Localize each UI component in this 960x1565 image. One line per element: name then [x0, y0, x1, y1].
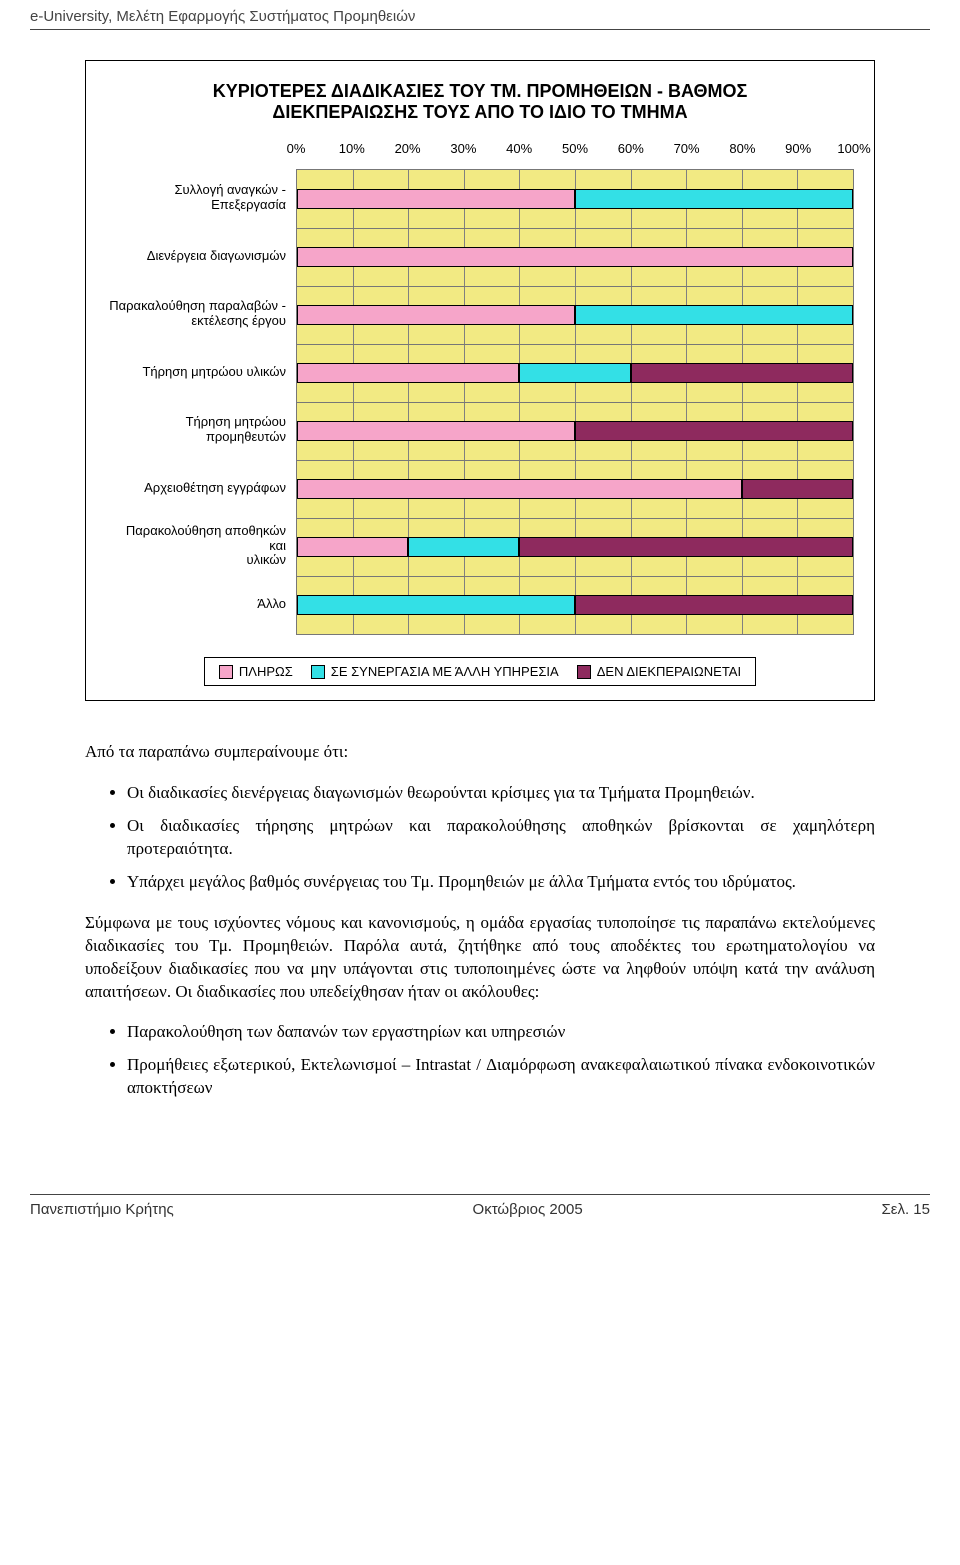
chart-xaxis: 0%10%20%30%40%50%60%70%80%90%100% — [296, 141, 854, 163]
legend-item: ΠΛΗΡΩΣ — [219, 664, 293, 679]
chart-bar-segment — [297, 479, 742, 498]
bullet-list-2: Παρακολούθηση των δαπανών των εργαστηρίω… — [85, 1021, 875, 1100]
xaxis-tick: 30% — [450, 141, 476, 156]
xaxis-tick: 90% — [785, 141, 811, 156]
xaxis-tick: 20% — [395, 141, 421, 156]
chart-bar-segment — [575, 189, 853, 208]
xaxis-tick: 80% — [729, 141, 755, 156]
xaxis-tick: 10% — [339, 141, 365, 156]
chart-bar-segment — [408, 537, 519, 556]
legend-label: ΔΕΝ ΔΙΕΚΠΕΡΑΙΩΝΕΤΑΙ — [597, 664, 741, 679]
chart-legend: ΠΛΗΡΩΣ ΣΕ ΣΥΝΕΡΓΑΣΙΑ ΜΕ ΆΛΛΗ ΥΠΗΡΕΣΙΑ ΔΕ… — [204, 657, 756, 686]
legend-item: ΣΕ ΣΥΝΕΡΓΑΣΙΑ ΜΕ ΆΛΛΗ ΥΠΗΡΕΣΙΑ — [311, 664, 559, 679]
chart-bar-segment — [575, 595, 853, 614]
list-item: Υπάρχει μεγάλος βαθμός συνέργειας του Τμ… — [127, 871, 875, 894]
footer-center: Οκτώβριος 2005 — [473, 1201, 583, 1218]
intro-paragraph: Από τα παραπάνω συμπεραίνουμε ότι: — [85, 741, 875, 764]
chart-bar-segment — [575, 305, 853, 324]
list-item: Προμήθειες εξωτερικού, Εκτελωνισμοί – In… — [127, 1054, 875, 1100]
body-paragraph: Σύμφωνα με τους ισχύοντες νόμους και καν… — [85, 912, 875, 1004]
chart-category-label: Αρχειοθέτηση εγγράφων — [106, 459, 296, 517]
footer-rule — [30, 1194, 930, 1195]
chart-bar-segment — [297, 595, 575, 614]
chart-bar-segment — [519, 363, 630, 382]
chart-category-label: Τήρηση μητρώου προμηθευτών — [106, 401, 296, 459]
legend-item: ΔΕΝ ΔΙΕΚΠΕΡΑΙΩΝΕΤΑΙ — [577, 664, 741, 679]
list-item: Οι διαδικασίες τήρησης μητρώων και παρακ… — [127, 815, 875, 861]
footer-right: Σελ. 15 — [882, 1201, 930, 1218]
chart-category-label: Άλλο — [106, 575, 296, 633]
chart-plot — [296, 169, 854, 635]
legend-label: ΣΕ ΣΥΝΕΡΓΑΣΙΑ ΜΕ ΆΛΛΗ ΥΠΗΡΕΣΙΑ — [331, 664, 559, 679]
chart-category-label: Συλλογή αναγκών - Επεξεργασία — [106, 169, 296, 227]
bullet-list-1: Οι διαδικασίες διενέργειας διαγωνισμών θ… — [85, 782, 875, 894]
chart-category-label: Τήρηση μητρώου υλικών — [106, 343, 296, 401]
legend-swatch — [311, 665, 325, 679]
chart-title: ΚΥΡΙΟΤΕΡΕΣ ΔΙΑΔΙΚΑΣΙΕΣ ΤΟΥ ΤΜ. ΠΡΟΜΗΘΕΙΩ… — [106, 81, 854, 123]
chart-bar-segment — [297, 363, 519, 382]
list-item: Παρακολούθηση των δαπανών των εργαστηρίω… — [127, 1021, 875, 1044]
chart-bar-segment — [742, 479, 853, 498]
page-header: e-University, Μελέτη Εφαρμογής Συστήματο… — [0, 0, 960, 27]
chart-bar-segment — [297, 421, 575, 440]
chart-category-label: Παρακολούθηση αποθηκών και υλικών — [106, 517, 296, 575]
xaxis-tick: 0% — [287, 141, 306, 156]
chart-ylabels: Συλλογή αναγκών - ΕπεξεργασίαΔιενέργεια … — [106, 169, 296, 635]
list-item: Οι διαδικασίες διενέργειας διαγωνισμών θ… — [127, 782, 875, 805]
page-footer: Πανεπιστήμιο Κρήτης Οκτώβριος 2005 Σελ. … — [0, 1197, 960, 1248]
chart-bar-segment — [519, 537, 853, 556]
chart-bar-segment — [297, 305, 575, 324]
chart-bar-segment — [631, 363, 853, 382]
legend-swatch — [577, 665, 591, 679]
xaxis-tick: 70% — [674, 141, 700, 156]
xaxis-tick: 60% — [618, 141, 644, 156]
footer-left: Πανεπιστήμιο Κρήτης — [30, 1201, 174, 1218]
chart-bar-segment — [297, 537, 408, 556]
header-rule — [30, 29, 930, 30]
chart-bar-segment — [297, 189, 575, 208]
chart-category-label: Διενέργεια διαγωνισμών — [106, 227, 296, 285]
xaxis-tick: 40% — [506, 141, 532, 156]
chart-bar-segment — [297, 247, 853, 266]
legend-swatch — [219, 665, 233, 679]
legend-label: ΠΛΗΡΩΣ — [239, 664, 293, 679]
chart-bar-segment — [575, 421, 853, 440]
xaxis-tick: 100% — [837, 141, 870, 156]
chart-category-label: Παρακαλούθηση παραλαβών - εκτέλεσης έργο… — [106, 285, 296, 343]
xaxis-tick: 50% — [562, 141, 588, 156]
chart-container: ΚΥΡΙΟΤΕΡΕΣ ΔΙΑΔΙΚΑΣΙΕΣ ΤΟΥ ΤΜ. ΠΡΟΜΗΘΕΙΩ… — [85, 60, 875, 701]
